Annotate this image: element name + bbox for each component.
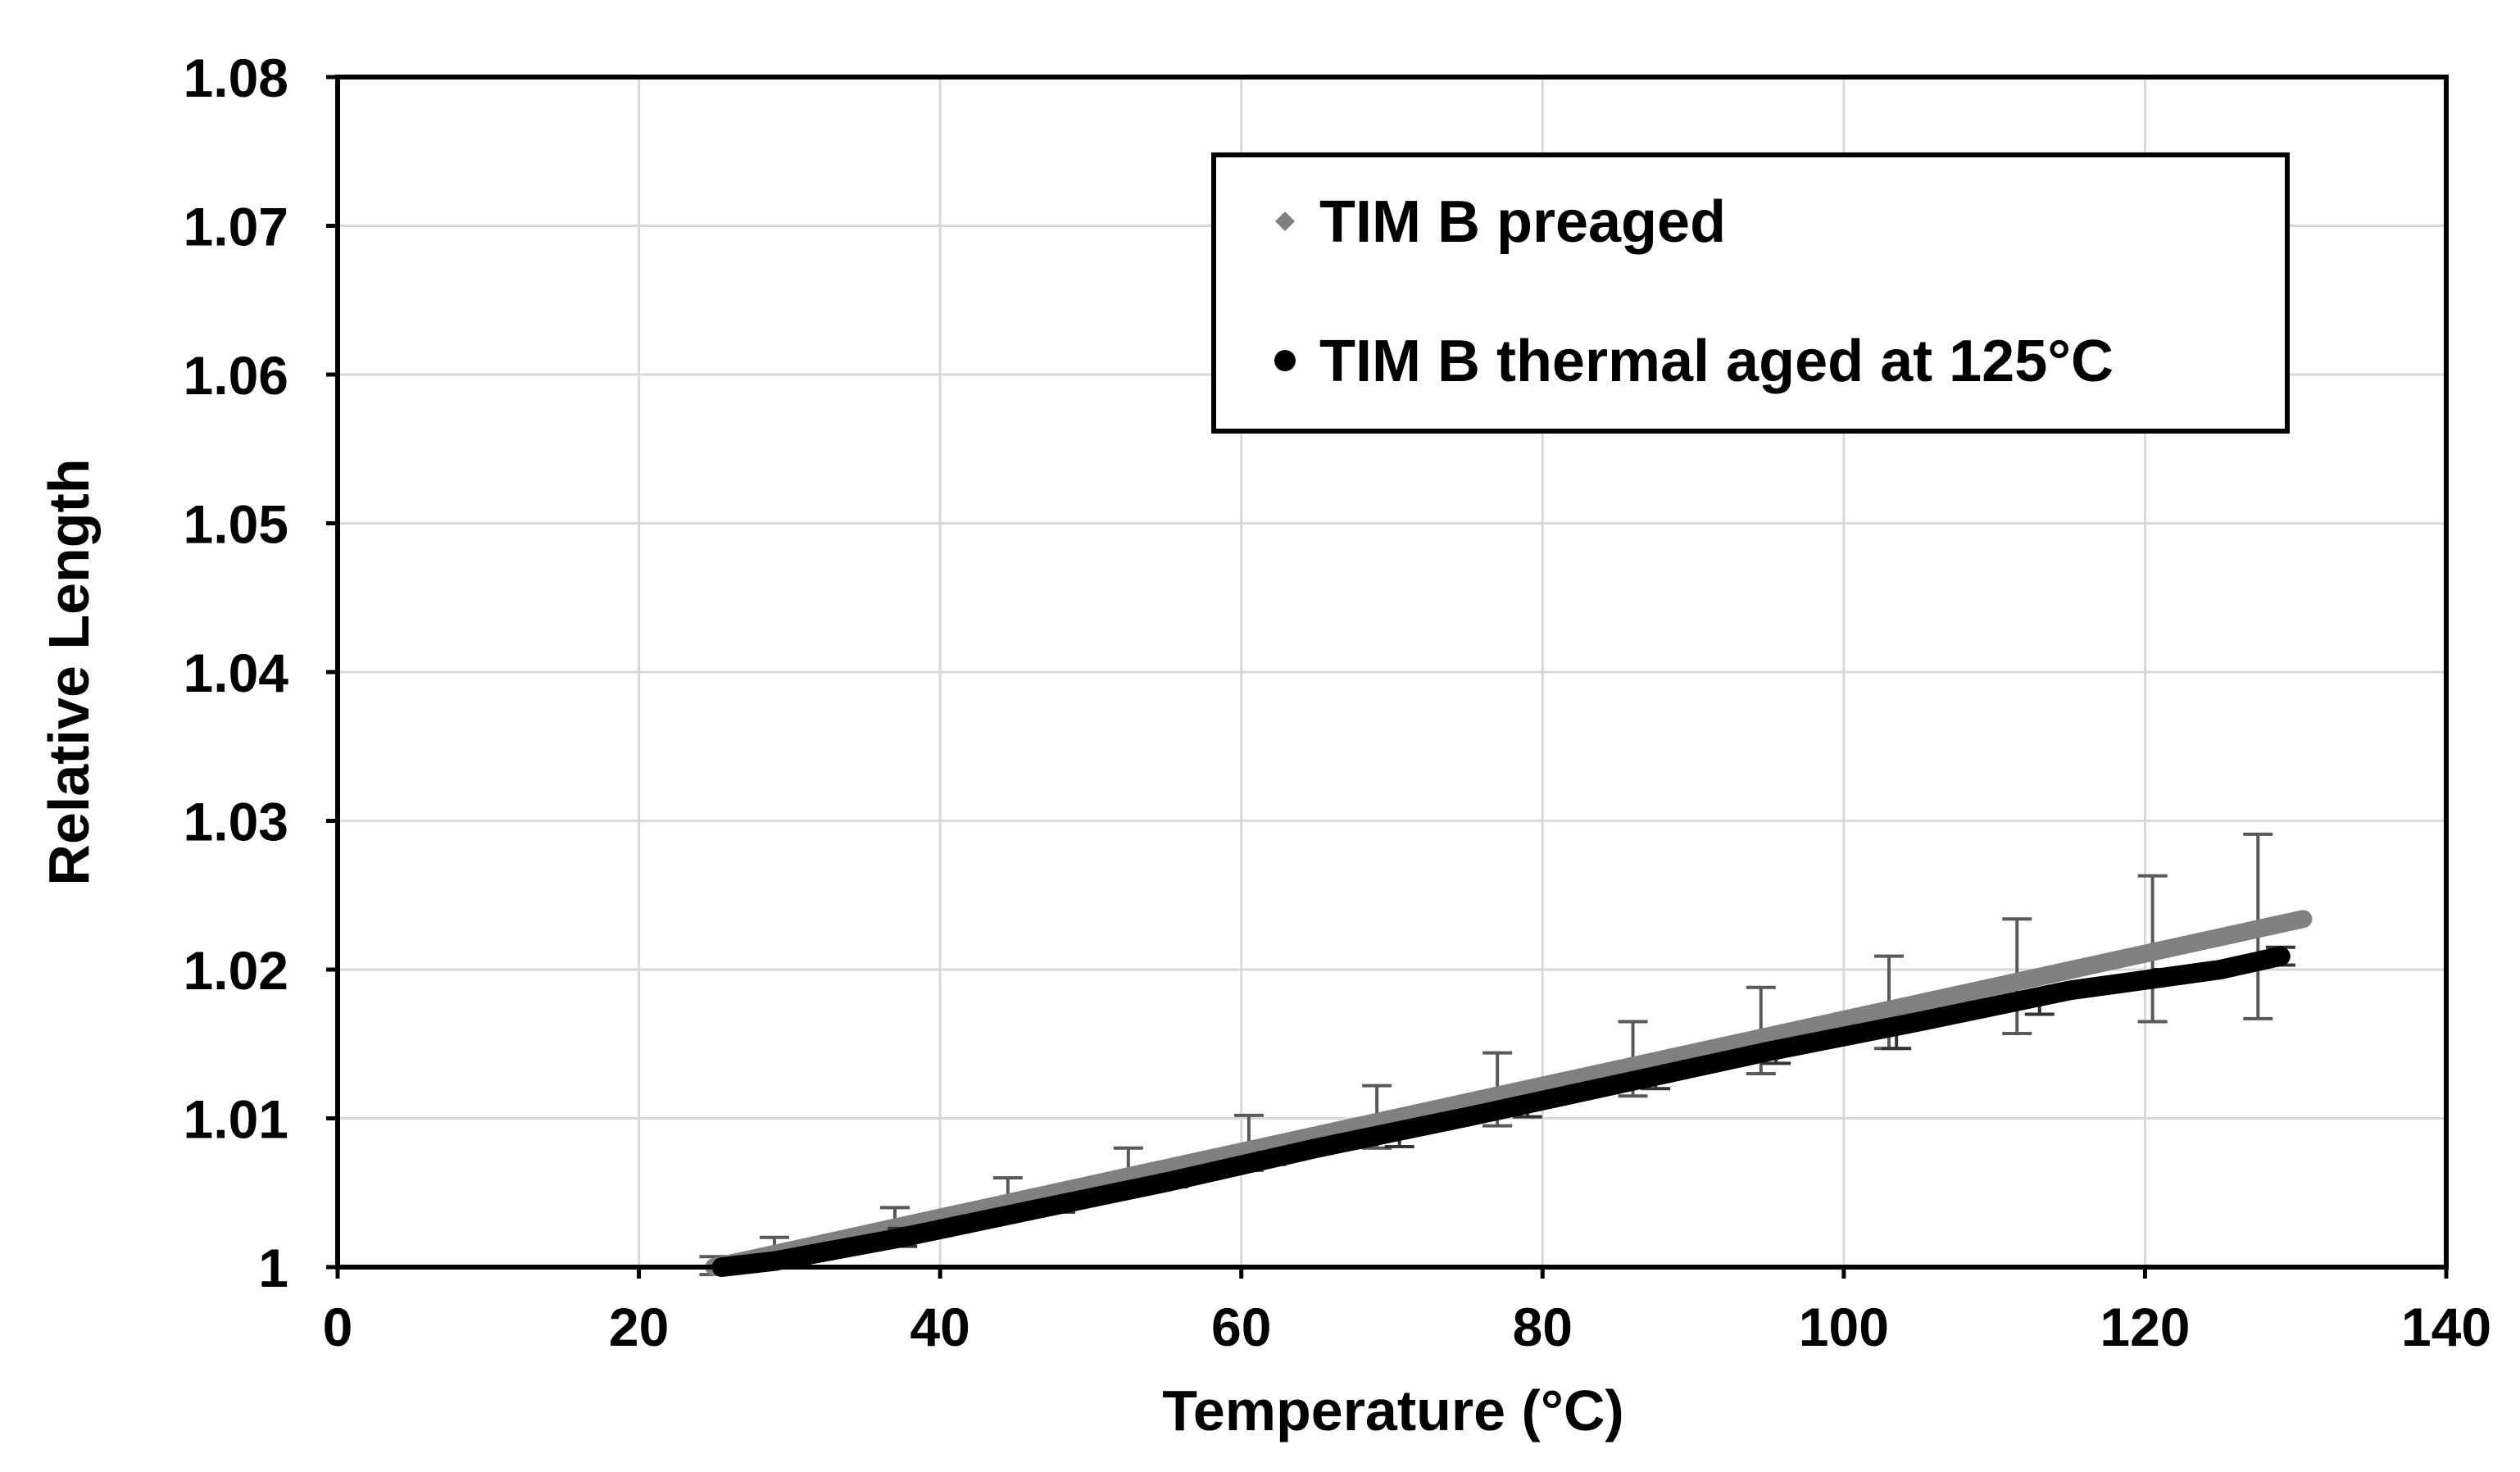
y-tick-label: 1.02 (184, 940, 288, 1001)
y-tick-label: 1.03 (184, 792, 288, 852)
y-tick-label: 1.05 (184, 494, 288, 555)
legend-box (1211, 152, 2290, 434)
x-axis-title: Temperature (°C) (1162, 1379, 1623, 1442)
y-tick-label: 1.06 (184, 345, 288, 406)
x-tick-label: 40 (910, 1297, 969, 1357)
y-axis-title: Relative Length (37, 458, 101, 885)
y-tick-label: 1.07 (184, 197, 288, 257)
series-2 (711, 945, 2295, 1277)
x-tick-label: 20 (609, 1297, 669, 1357)
legend: TIM B preaged TIM B thermal aged at 125°… (1211, 152, 2290, 434)
y-axis-ticks: 1 1.01 1.02 1.03 1.04 1.05 1.06 1.07 1.08 (184, 48, 338, 1298)
legend-label-thermal-aged: TIM B thermal aged at 125°C (1319, 329, 2114, 394)
x-tick-label: 60 (1211, 1297, 1271, 1357)
x-axis-ticks: 0 20 40 60 80 100 120 140 (323, 1267, 2491, 1357)
y-tick-label: 1.04 (184, 643, 289, 703)
y-tick-label: 1.01 (184, 1089, 288, 1150)
legend-label-preaged: TIM B preaged (1319, 189, 1726, 255)
series-line (711, 946, 2291, 1277)
series-line (705, 910, 2313, 1276)
x-tick-label: 140 (2401, 1297, 2491, 1357)
x-tick-label: 100 (1799, 1297, 1889, 1357)
y-tick-label: 1.08 (184, 48, 288, 108)
x-tick-label: 120 (2100, 1297, 2190, 1357)
x-tick-label: 80 (1513, 1297, 1573, 1357)
series-layer (699, 832, 2313, 1277)
legend-marker-circle-icon (1274, 350, 1296, 371)
legend-marker-diamond-icon (1275, 211, 1295, 231)
y-tick-label: 1 (258, 1238, 288, 1298)
x-tick-label: 0 (323, 1297, 353, 1357)
